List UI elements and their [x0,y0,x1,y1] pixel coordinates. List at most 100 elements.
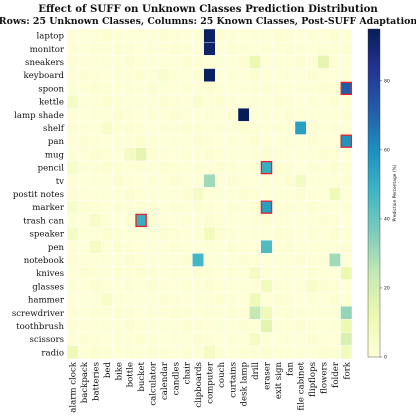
heatmap-cell [317,239,330,254]
heatmap-cell [226,134,239,149]
heatmap-cell [100,345,113,360]
heatmap-cell [157,279,170,294]
heatmap-cell [180,55,193,69]
heatmap-cell [89,42,102,56]
heatmap-cell [89,28,102,43]
row-label: glasses [32,282,64,292]
heatmap-cell [272,121,284,135]
heatmap-cell [226,28,239,43]
heatmap-cell [306,121,318,135]
heatmap-cell [203,345,216,360]
heatmap-cell [123,134,136,149]
heatmap-cell [237,55,250,69]
colorbar-tick-label: 0 [384,355,387,361]
column-label: fork [342,361,352,379]
heatmap-cell [294,266,307,281]
heatmap-cell [89,332,102,347]
heatmap-cell [237,253,250,267]
heatmap-cell [112,319,125,333]
heatmap-cell [146,213,159,228]
heatmap-cell [203,55,216,69]
heatmap-cell [283,306,296,320]
heatmap-cell [112,28,125,43]
heatmap-cell [226,55,239,69]
heatmap-cell [192,332,204,347]
row-label: notebook [24,256,65,266]
heatmap-cell [272,253,284,267]
chart-subtitle: (Rows: 25 Unknown Classes, Columns: 25 K… [0,16,416,27]
column-label: candles [171,362,181,395]
heatmap-cell [135,319,147,333]
heatmap-cell [123,226,136,241]
heatmap-cell [169,266,182,281]
heatmap-cell [66,319,79,333]
heatmap-cell [135,332,147,347]
heatmap-cell [272,200,284,215]
heatmap-cell [272,134,284,149]
heatmap-cell [66,160,79,175]
heatmap-cell [157,68,170,82]
heatmap-cell [226,121,239,135]
heatmap-cell [249,332,261,347]
chart-title: Effect of SUFF on Unknown Classes Predic… [38,3,378,15]
heatmap-cell [78,345,91,360]
heatmap-cell [100,42,113,56]
heatmap-cell [169,239,182,254]
heatmap-cell [192,266,204,281]
heatmap-cell [146,266,159,281]
heatmap-cell [283,266,296,281]
heatmap-cell [180,200,193,215]
heatmap-cell [169,134,182,149]
heatmap-cell [123,332,136,347]
row-label: sneakers [25,58,64,68]
heatmap-cell [169,121,182,135]
heatmap-cell [135,107,147,122]
heatmap-cell [272,42,284,56]
heatmap-cell [169,160,182,175]
heatmap-cell [260,253,273,267]
highlight-box [135,213,147,228]
heatmap-cell [203,319,216,333]
heatmap-cell [89,200,102,215]
heatmap-cell [66,173,79,188]
heatmap-cell [272,266,284,281]
heatmap-cell [329,266,341,281]
heatmap-cell [214,319,227,333]
heatmap-cell [272,213,284,228]
heatmap-cell [112,42,125,56]
heatmap-cell [78,200,91,215]
heatmap-cell [135,94,147,109]
heatmap-cell [112,292,125,307]
heatmap-cell [157,226,170,241]
heatmap-cell [135,81,147,96]
heatmap-cell [226,266,239,281]
heatmap-cell [169,94,182,109]
heatmap-cell [317,319,330,333]
heatmap-cell [135,55,147,69]
heatmap-cell [329,292,341,307]
heatmap-cell [214,55,227,69]
heatmap-cell [329,319,341,333]
heatmap-cell [112,134,125,149]
heatmap-cell [192,42,204,56]
heatmap-cell [146,160,159,175]
heatmap-cell [306,42,318,56]
column-label: bottle [126,362,136,387]
heatmap-cell [306,200,318,215]
colorbar-label: Prediction Percentage (%) [392,164,398,221]
heatmap-cell [146,94,159,109]
heatmap-cell [192,81,204,96]
row-label: screwdriver [12,309,65,319]
heatmap-cell [329,173,341,188]
heatmap-cell [260,42,273,56]
heatmap-cell [249,42,261,56]
heatmap-cell [306,68,318,82]
heatmap-cell [294,200,307,215]
heatmap-cell [214,160,227,175]
heatmap-cell [306,345,318,360]
heatmap-cell [89,345,102,360]
heatmap-cell [329,107,341,122]
heatmap-cell [180,68,193,82]
heatmap-cell [180,134,193,149]
